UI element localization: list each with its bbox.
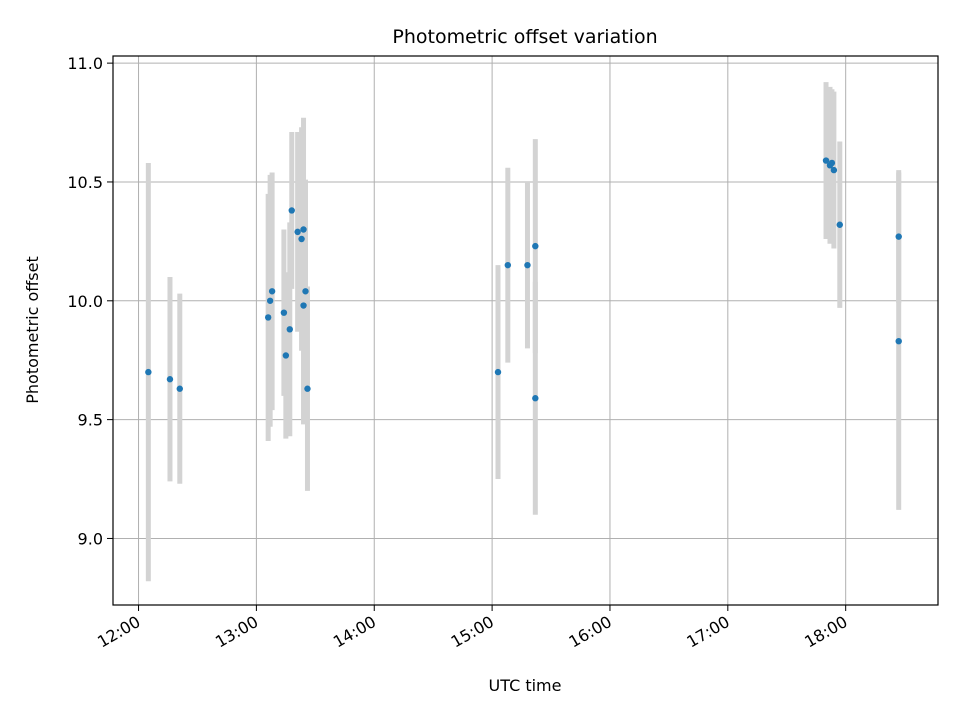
data-point: [302, 288, 309, 295]
data-point: [294, 228, 301, 236]
data-point: [300, 302, 307, 309]
y-tick-label: 9.0: [78, 529, 103, 548]
data-point: [176, 385, 183, 392]
y-tick-label: 9.5: [78, 411, 103, 430]
data-point: [145, 368, 152, 376]
data-point: [532, 242, 539, 250]
data-point: [828, 159, 836, 167]
chart-title: Photometric offset variation: [392, 26, 657, 48]
data-point: [895, 233, 902, 240]
data-point: [264, 314, 272, 321]
data-point: [836, 221, 843, 228]
data-point: [266, 297, 274, 304]
y-tick-label: 11.0: [67, 54, 103, 73]
data-point: [166, 376, 174, 383]
data-point: [304, 385, 311, 392]
data-point: [282, 352, 290, 359]
data-point: [532, 395, 539, 402]
y-tick-label: 10.0: [67, 292, 103, 311]
x-axis-title: UTC time: [489, 676, 562, 695]
data-point: [524, 261, 531, 269]
data-point: [286, 326, 293, 333]
data-point: [504, 261, 512, 269]
data-point: [288, 207, 295, 214]
data-point: [280, 309, 288, 316]
data-point: [494, 368, 502, 376]
data-point: [268, 288, 276, 295]
data-point: [830, 166, 838, 174]
data-point: [822, 157, 830, 164]
plot-frame: [112, 55, 939, 606]
data-point: [895, 337, 902, 345]
y-tick-label: 10.5: [67, 173, 103, 192]
y-axis-title: Photometric offset: [23, 256, 42, 404]
data-point: [300, 226, 307, 233]
y-axis-ticks: 9.0 9.5 10.0 10.5 11.0: [67, 54, 113, 548]
data-point: [298, 235, 305, 243]
data-points: [145, 157, 902, 402]
